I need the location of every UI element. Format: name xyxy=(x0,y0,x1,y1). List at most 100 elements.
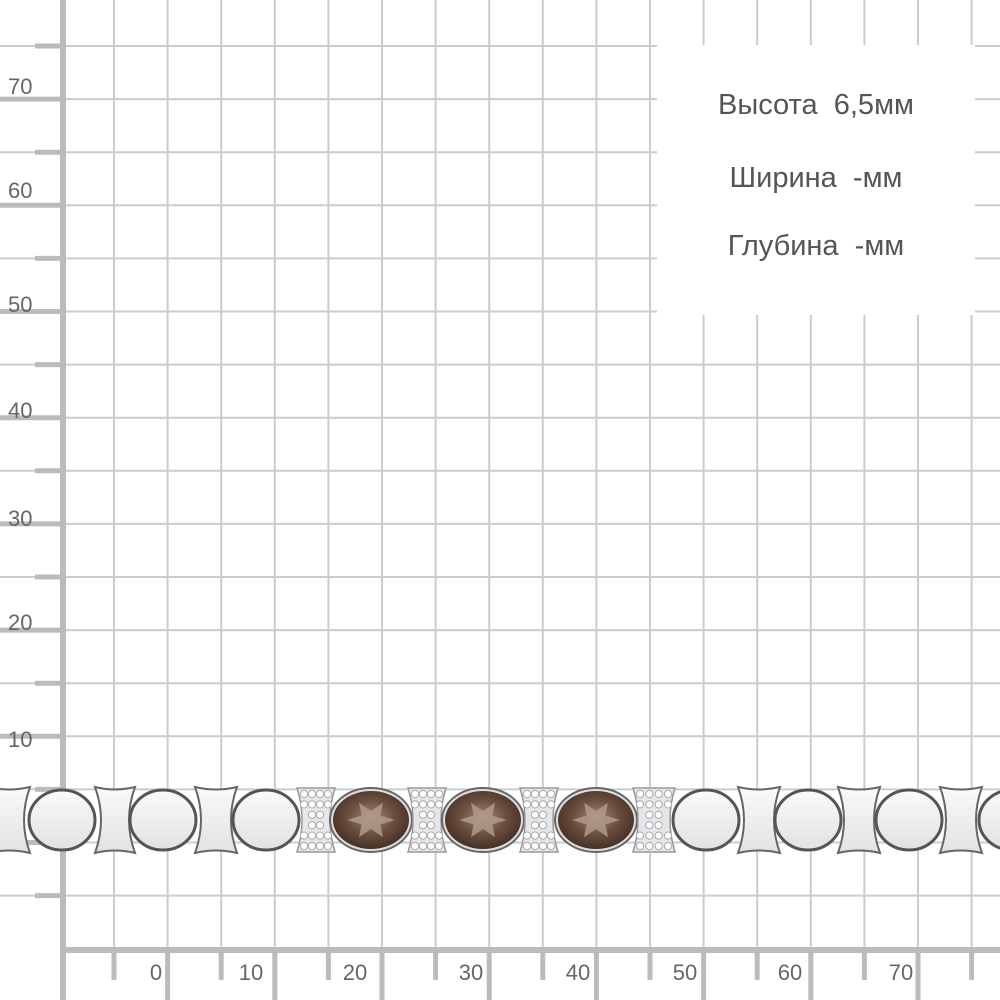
cz-stone xyxy=(530,800,540,809)
cz-stone xyxy=(530,831,540,840)
width-dimension: Ширина -мм xyxy=(729,162,903,194)
metal-oval-link xyxy=(671,788,741,852)
cz-stone xyxy=(418,821,428,830)
cz-stone xyxy=(645,800,654,809)
stone-facet xyxy=(459,802,507,838)
metal-oval-link xyxy=(128,788,198,852)
cz-stone xyxy=(426,831,436,840)
cz-stone xyxy=(538,810,548,819)
cz-stone xyxy=(522,831,532,840)
metal-connector-link xyxy=(736,785,782,855)
x-axis-label: 60 xyxy=(777,960,803,985)
cz-stone xyxy=(654,821,663,830)
cz-stone xyxy=(434,789,444,799)
cz-stone xyxy=(654,800,663,809)
cz-stone xyxy=(663,800,673,809)
cz-stone xyxy=(645,841,654,851)
cz-stone xyxy=(410,831,420,840)
cz-stone xyxy=(299,831,309,840)
cz-stone xyxy=(426,800,436,809)
cz-stone xyxy=(645,810,654,819)
cz-stone xyxy=(530,841,540,851)
dimensions-box: Высота 6,5мм Ширина -мм Глубина -мм xyxy=(657,45,975,315)
cz-stone xyxy=(426,841,436,851)
cz-stone xyxy=(654,841,663,851)
cz-stone xyxy=(315,821,325,830)
x-axis-label: 30 xyxy=(458,960,484,985)
cz-stone xyxy=(538,789,548,799)
cz-stone xyxy=(645,821,654,830)
cz-stone xyxy=(315,831,325,840)
metal-oval-link xyxy=(977,790,1000,850)
cz-stone xyxy=(538,831,548,840)
cz-stone xyxy=(663,789,673,799)
y-axis-label: 60 xyxy=(8,178,33,203)
metal-connector-link xyxy=(938,785,984,855)
stone-facet xyxy=(347,802,395,838)
metal-oval-link xyxy=(773,788,843,852)
cz-stone xyxy=(307,841,317,851)
cz-stone xyxy=(323,789,333,799)
metal-connector-link xyxy=(93,785,137,855)
cz-stone xyxy=(645,831,654,840)
cz-stone xyxy=(538,821,548,830)
y-axis-label: 20 xyxy=(8,610,33,635)
cz-stone xyxy=(323,841,333,851)
cz-stone xyxy=(538,841,548,851)
y-axis-label: 10 xyxy=(8,727,33,752)
x-axis-label: 20 xyxy=(342,960,368,985)
cz-stone xyxy=(645,789,654,799)
cz-stone xyxy=(426,821,436,830)
cz-stone xyxy=(315,800,325,809)
y-axis-label: 30 xyxy=(8,506,33,531)
cz-stone xyxy=(410,789,420,799)
cz-stone xyxy=(635,841,645,851)
depth-dimension: Глубина -мм xyxy=(727,230,905,262)
cz-stone xyxy=(307,800,317,809)
cz-stone xyxy=(635,789,645,799)
cz-stone xyxy=(434,800,444,809)
metal-oval-link xyxy=(27,788,97,852)
cz-stone xyxy=(299,800,309,809)
cz-stone xyxy=(323,831,333,840)
cz-stone xyxy=(307,810,317,819)
y-axis-label: 70 xyxy=(8,74,33,99)
cz-stone xyxy=(546,841,556,851)
cz-stone xyxy=(663,831,673,840)
cz-stone xyxy=(546,800,556,809)
cz-stone xyxy=(418,831,428,840)
cz-stone xyxy=(307,821,317,830)
cz-stone xyxy=(418,800,428,809)
cz-stone xyxy=(307,789,317,799)
cz-stone xyxy=(663,841,673,851)
cz-stone xyxy=(434,841,444,851)
stone-facet xyxy=(572,802,620,838)
cz-stone xyxy=(418,841,428,851)
x-axis-label: 0 xyxy=(149,960,163,985)
cz-stone xyxy=(522,789,532,799)
cz-stone xyxy=(546,831,556,840)
cz-stone xyxy=(635,800,645,809)
cz-stone xyxy=(522,800,532,809)
metal-oval-link xyxy=(231,788,301,852)
cz-stone xyxy=(654,831,663,840)
cz-stone xyxy=(530,789,540,799)
y-axis-label: 50 xyxy=(8,292,33,317)
x-axis-label: 40 xyxy=(565,960,591,985)
metal-oval-link xyxy=(874,788,944,852)
height-dimension: Высота 6,5мм xyxy=(718,89,914,121)
cz-stone xyxy=(426,810,436,819)
cz-stone xyxy=(410,841,420,851)
cz-stone xyxy=(299,841,309,851)
cz-stone xyxy=(323,800,333,809)
metal-connector-link xyxy=(193,785,239,855)
metal-connector-link xyxy=(0,785,32,855)
cz-stone xyxy=(654,810,663,819)
metal-connector-link xyxy=(836,785,882,855)
x-axis-label: 10 xyxy=(238,960,264,985)
y-axis-label: 40 xyxy=(8,398,33,423)
cz-stone xyxy=(315,841,325,851)
cz-stone xyxy=(654,789,663,799)
